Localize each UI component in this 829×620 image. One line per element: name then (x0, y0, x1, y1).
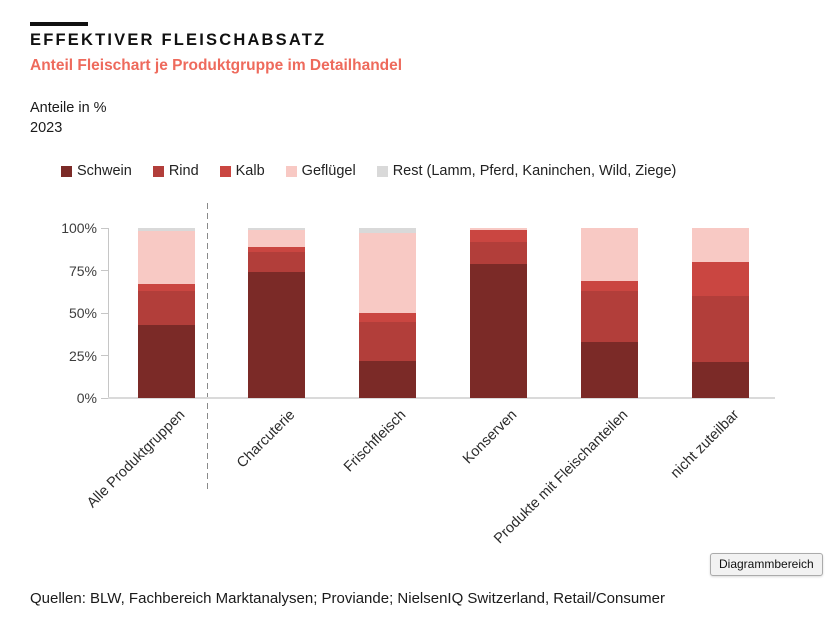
title-accent-dash (30, 22, 88, 26)
year-label: 2023 (30, 120, 63, 136)
x-axis-line (108, 397, 775, 399)
bar-segment[interactable] (581, 341, 638, 398)
bar-segment[interactable] (692, 296, 749, 363)
bar-segment[interactable] (692, 228, 749, 262)
unit-label: Anteile in % (30, 100, 107, 116)
legend-label: Kalb (235, 163, 265, 179)
legend-swatch-icon (219, 165, 231, 177)
bar-segment[interactable] (359, 313, 416, 322)
source-citation: Quellen: BLW, Fachbereich Marktanalysen;… (30, 590, 666, 607)
legend-item-3[interactable]: Kalb (219, 163, 265, 179)
y-tick-mark (101, 227, 108, 229)
bar-segment[interactable] (359, 228, 416, 234)
bar-segment[interactable] (359, 360, 416, 398)
bar-segment[interactable] (138, 228, 195, 232)
y-tick-mark (101, 397, 108, 399)
page-subtitle: Anteil Fleischart je Produktgruppe im De… (30, 57, 403, 74)
legend-label: Schwein (77, 163, 132, 179)
bar-segment[interactable] (248, 272, 305, 398)
bar-segment[interactable] (138, 324, 195, 398)
legend-label: Geflügel (301, 163, 356, 179)
bar-segment[interactable] (248, 246, 305, 252)
y-tick-label: 25% (68, 347, 97, 364)
legend-swatch-icon (152, 165, 164, 177)
legend-swatch-icon (61, 165, 72, 177)
bar-segment[interactable] (581, 290, 638, 342)
bar-segment[interactable] (248, 251, 305, 273)
y-axis-line (108, 228, 109, 398)
legend-swatch-icon (285, 165, 297, 177)
bar-segment[interactable] (248, 228, 305, 230)
legend-label: Rind (168, 163, 199, 179)
legend-item-5[interactable]: Rest (Lamm, Pferd, Kaninchen, Wild, Zieg… (376, 163, 677, 179)
legend-item-4[interactable]: Geflügel (285, 163, 356, 179)
legend-item-1[interactable]: Schwein (61, 163, 132, 179)
bar-segment[interactable] (470, 241, 527, 264)
bar-segment[interactable] (692, 262, 749, 296)
y-tick-mark (101, 355, 108, 356)
bar-segment[interactable] (138, 284, 195, 291)
y-tick-mark (101, 312, 108, 314)
bar-segment[interactable] (470, 229, 527, 242)
bar-segment[interactable] (470, 263, 527, 398)
bar-segment[interactable] (581, 228, 638, 281)
diagrammbereich-tooltip: Diagrammbereich (710, 553, 823, 576)
y-tick-label: 100% (61, 220, 97, 236)
legend-swatch-icon (376, 165, 388, 177)
bar-segment[interactable] (581, 280, 638, 291)
bar-segment[interactable] (359, 233, 416, 313)
y-tick-label: 50% (68, 305, 97, 321)
legend-item-2[interactable]: Rind (152, 163, 199, 179)
bar-segment[interactable] (692, 362, 749, 398)
bar-segment[interactable] (359, 321, 416, 361)
bar-segment[interactable] (248, 229, 305, 247)
bar-segment[interactable] (470, 228, 527, 230)
bar-segment[interactable] (138, 231, 195, 285)
y-tick-label: 0% (76, 390, 97, 406)
legend-label: Rest (Lamm, Pferd, Kaninchen, Wild, Zieg… (392, 163, 677, 179)
page-title: EFFEKTIVER FLEISCHABSATZ (30, 31, 327, 49)
y-tick-label: 75% (68, 262, 97, 279)
legend: Schwein Rind Kalb Geflügel Rest (Lamm, Pferd… (61, 163, 676, 179)
axis-unit-block: Anteile in % 2023 (30, 98, 107, 138)
y-tick-mark (101, 270, 108, 271)
bar-segment[interactable] (138, 290, 195, 325)
category-separator-dashed-line (207, 203, 208, 490)
